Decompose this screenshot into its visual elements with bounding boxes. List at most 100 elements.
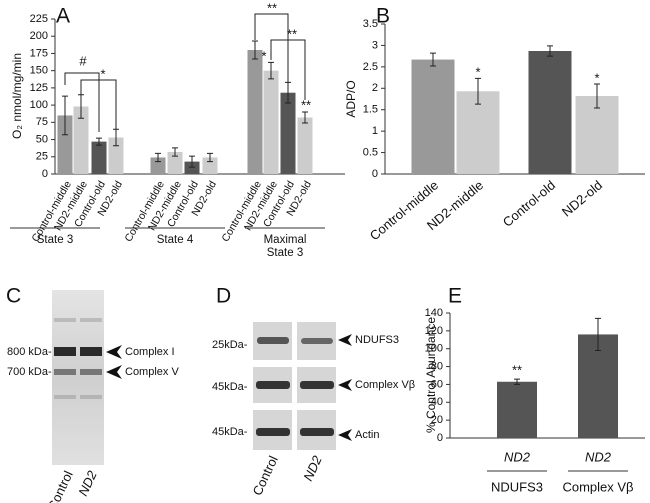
y-tick-label: 60: [431, 378, 443, 390]
band: [54, 369, 76, 375]
y-tick-label: 150: [30, 65, 48, 77]
bar: [411, 59, 455, 175]
band: [80, 318, 102, 322]
band: [54, 347, 76, 356]
band-label: Complex V: [125, 366, 179, 378]
y-tick-label: 2: [372, 82, 378, 94]
x-tick-label: ND2: [504, 449, 531, 464]
y-tick-label: 25: [36, 151, 48, 163]
error-bar: [207, 152, 213, 163]
bar: [528, 51, 572, 174]
error-bar: [285, 81, 291, 104]
bar: [497, 381, 537, 438]
marker-label: 700 kDa-: [7, 366, 52, 378]
band-label: NDUFS3: [355, 334, 399, 346]
marker-label: 45kDa-: [212, 381, 248, 393]
y-tick-label: 140: [425, 307, 443, 319]
x-tick-label: Control-middle: [367, 177, 441, 243]
band-label: Complex I: [125, 346, 175, 358]
error-bar: [475, 77, 481, 105]
bar: [578, 334, 618, 438]
x-tick-label: ND2: [585, 449, 612, 464]
group-label: State 4: [157, 234, 194, 246]
arrow: [338, 379, 352, 391]
group-label: State 3: [37, 234, 73, 246]
error-bar: [302, 111, 308, 124]
band: [300, 428, 334, 436]
bar: [108, 137, 124, 174]
panel-label: A: [56, 5, 70, 28]
error-bar: [594, 83, 600, 109]
y-tick-label: 175: [30, 47, 48, 59]
x-subcategory-label: NDUFS3: [491, 479, 543, 494]
error-bar: [155, 152, 161, 163]
annotation: *: [475, 64, 480, 79]
panel-label: D: [216, 285, 231, 308]
y-tick-label: 3: [372, 39, 378, 51]
marker-label: 45kDa-: [212, 426, 248, 438]
bar: [456, 91, 500, 174]
bar: [91, 141, 107, 174]
y-tick-label: 80: [431, 360, 443, 372]
y-tick-label: 20: [431, 414, 443, 426]
band: [257, 337, 289, 344]
lane-label: Control: [45, 468, 76, 503]
annotation: **: [267, 0, 277, 15]
y-tick-label: 2.5: [363, 61, 378, 73]
annotation: **: [512, 362, 522, 377]
x-tick-label: ND2-old: [559, 177, 605, 219]
y-tick-label: 100: [425, 343, 443, 355]
annotation: *: [594, 70, 599, 85]
bar: [57, 115, 73, 174]
arrow: [338, 334, 352, 346]
y-tick-label: 3.5: [363, 18, 378, 30]
y-tick-label: 0.5: [363, 146, 378, 158]
panel-label: B: [376, 5, 390, 28]
error-bar: [514, 378, 520, 385]
y-tick-label: 75: [36, 116, 48, 128]
band-label: Actin: [355, 429, 379, 441]
band: [54, 395, 76, 399]
annotation: *: [100, 66, 105, 81]
bar: [184, 161, 200, 174]
bar: [73, 106, 89, 174]
band: [301, 338, 333, 344]
y-tick-label: 200: [30, 30, 48, 42]
significance-bracket: [254, 13, 289, 82]
annotation: *: [261, 48, 266, 63]
band-label: Complex Vβ: [355, 379, 415, 391]
panel-label: E: [448, 285, 462, 308]
y-tick-label: 40: [431, 396, 443, 408]
arrow: [106, 365, 122, 379]
y-tick-label: 0: [437, 432, 443, 444]
error-bar: [268, 61, 274, 80]
panel-label: C: [6, 285, 21, 308]
band: [80, 395, 102, 399]
annotation: **: [301, 97, 311, 112]
y-axis-label: O₂ nmol/mg/min: [10, 53, 24, 139]
lane-label: Control: [250, 453, 281, 497]
group-label: Maximal: [264, 234, 307, 246]
y-tick-label: 1: [372, 125, 378, 137]
arrow: [338, 429, 352, 441]
bar: [297, 117, 313, 174]
y-axis-label: ADP/O: [344, 80, 358, 117]
error-bar: [547, 45, 553, 57]
bar: [247, 50, 263, 174]
band: [256, 381, 290, 389]
band: [54, 318, 76, 322]
x-subcategory-label: Complex Vβ: [562, 479, 633, 494]
bar: [150, 157, 166, 174]
bar: [575, 96, 619, 174]
y-axis-label: % Control Abundance: [424, 317, 438, 433]
lane-label: ND2: [300, 453, 325, 484]
marker-label: 25kDa-: [212, 339, 248, 351]
group-label: State 3: [267, 247, 303, 259]
lane-label: ND2: [75, 468, 100, 499]
error-bar: [252, 40, 258, 60]
y-tick-label: 100: [30, 99, 48, 111]
arrow: [106, 345, 122, 359]
x-tick-label: Control-old: [500, 177, 558, 229]
significance-bracket: [270, 39, 306, 100]
